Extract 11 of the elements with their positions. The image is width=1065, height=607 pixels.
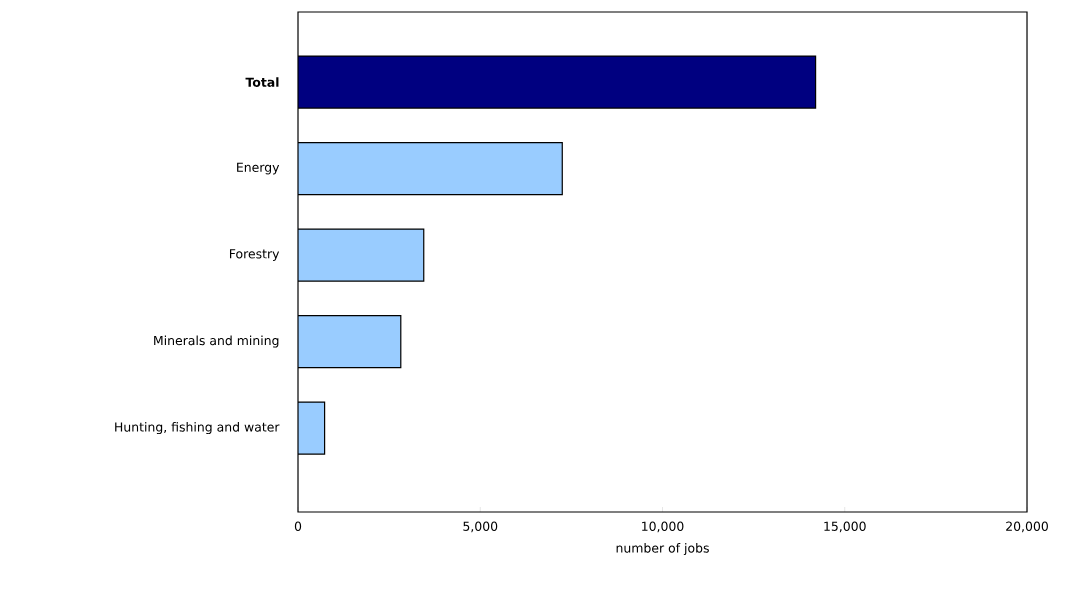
y-tick-label: Minerals and mining [154, 335, 279, 348]
y-tick-label: Total [245, 77, 279, 87]
x-tick-label: 20,000 [1006, 521, 1048, 533]
x-tick-label: 5,000 [463, 521, 498, 533]
x-tick-label: 0 [294, 521, 302, 531]
y-tick-label: Forestry [229, 249, 280, 261]
x-axis-title: number of jobs [616, 543, 709, 556]
x-tick-label: 15,000 [824, 521, 866, 533]
y-tick-label: Hunting, fishing and water [115, 422, 280, 435]
y-tick-label: Energy [237, 162, 280, 175]
x-tick-label: 10,000 [642, 521, 684, 533]
